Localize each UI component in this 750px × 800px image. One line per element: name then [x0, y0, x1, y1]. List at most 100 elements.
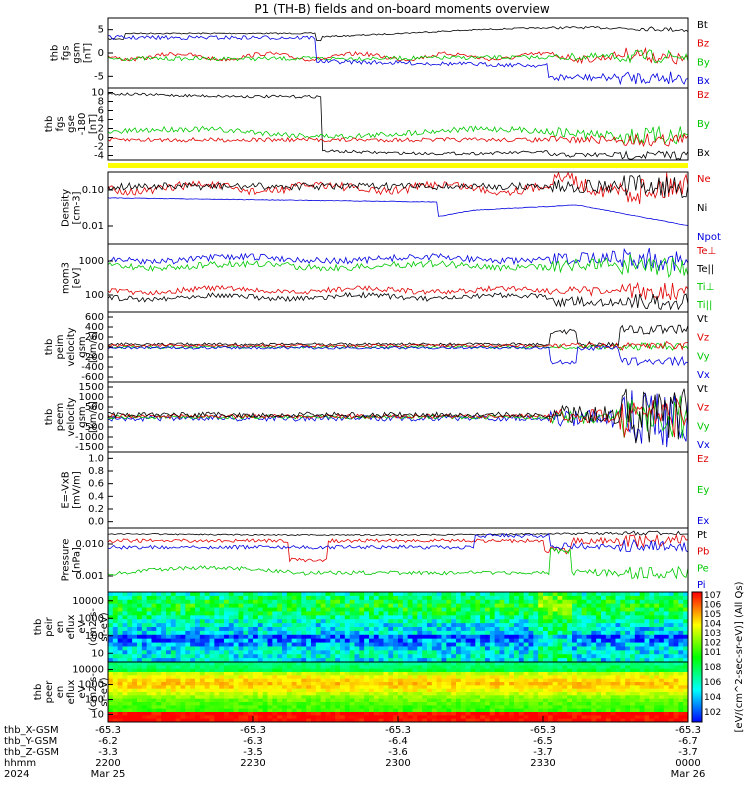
heatmap-cell	[581, 698, 587, 703]
heatmap-cell	[378, 646, 384, 651]
heatmap-cell	[330, 634, 336, 640]
heatmap-cell	[253, 712, 259, 716]
heatmap-cell	[369, 638, 375, 644]
heatmap-cell	[180, 638, 186, 644]
heatmap-cell	[504, 682, 510, 686]
heatmap-cell	[161, 665, 167, 670]
heatmap-cell	[402, 627, 409, 632]
heatmap-cell	[668, 685, 674, 690]
heatmap-cell	[282, 672, 288, 676]
heatmap-cell	[282, 654, 288, 659]
y-axis-label: E=-VxB[mV/m]	[61, 471, 83, 509]
heatmap-cell	[311, 654, 317, 659]
heatmap-cell	[301, 705, 307, 710]
heatmap-cell	[137, 668, 143, 673]
heatmap-cell	[644, 668, 650, 673]
heatmap-cell	[108, 595, 114, 601]
heatmap-cell	[538, 595, 544, 601]
heatmap-cell	[315, 642, 322, 647]
colorbar-cell	[692, 646, 702, 648]
heatmap-cell	[678, 695, 684, 700]
heatmap-cell	[340, 665, 346, 670]
heatmap-cell	[335, 712, 341, 716]
heatmap-cell	[678, 595, 684, 601]
heatmap-cell	[325, 654, 331, 659]
heatmap-cell	[596, 615, 602, 620]
heatmap-cell	[499, 718, 505, 723]
heatmap-cell	[630, 672, 636, 676]
heatmap-cell	[441, 672, 447, 676]
heatmap-cell	[315, 712, 322, 716]
heatmap-cell	[335, 658, 341, 663]
heatmap-cell	[195, 654, 201, 659]
heatmap-cell	[228, 718, 235, 723]
heatmap-cell	[156, 718, 162, 723]
heatmap-cell	[460, 692, 467, 696]
heatmap-cell	[504, 668, 510, 673]
heatmap-cell	[446, 650, 452, 655]
heatmap-cell	[451, 638, 457, 644]
heatmap-cell	[436, 603, 442, 609]
heatmap-cell	[543, 672, 549, 676]
heatmap-cell	[195, 611, 201, 616]
heatmap-cell	[557, 712, 563, 716]
heatmap-cell	[460, 627, 467, 632]
heatmap-cell	[296, 615, 302, 620]
heatmap-cell	[306, 611, 312, 616]
heatmap-cell	[402, 665, 409, 670]
heatmap-cell	[151, 662, 157, 666]
heatmap-cell	[659, 592, 665, 597]
heatmap-cell	[572, 630, 578, 636]
heatmap-cell	[489, 630, 496, 636]
heatmap-cell	[572, 595, 578, 601]
heatmap-cell	[199, 607, 206, 612]
heatmap-cell	[402, 634, 409, 640]
heatmap-cell	[398, 668, 404, 673]
heatmap-cell	[383, 611, 389, 616]
heatmap-cell	[422, 638, 428, 644]
heatmap-cell	[610, 688, 616, 693]
heatmap-cell	[639, 718, 645, 723]
heatmap-cell	[499, 603, 505, 609]
heatmap-cell	[634, 708, 641, 713]
heatmap-cell	[185, 619, 191, 624]
heatmap-cell	[639, 646, 645, 651]
heatmap-cell	[364, 607, 370, 612]
heatmap-cell	[127, 599, 133, 605]
heatmap-cell	[151, 595, 157, 601]
heatmap-cell	[533, 611, 539, 616]
heatmap-cell	[340, 658, 346, 663]
heatmap-cell	[591, 685, 597, 690]
heatmap-cell	[364, 603, 370, 609]
heatmap-cell	[581, 685, 587, 690]
heatmap-cell	[446, 642, 452, 647]
heatmap-cell	[282, 623, 288, 628]
heatmap-cell	[402, 654, 409, 659]
heatmap-cell	[180, 595, 186, 601]
heatmap-cell	[402, 615, 409, 620]
heatmap-cell	[586, 646, 592, 651]
heatmap-cell	[320, 692, 326, 696]
heatmap-cell	[663, 698, 670, 703]
heatmap-cell	[451, 708, 457, 713]
heatmap-cell	[591, 698, 597, 703]
heatmap-cell	[311, 702, 317, 706]
heatmap-cell	[233, 668, 239, 673]
heatmap-cell	[262, 615, 268, 620]
colorbar-cell	[692, 640, 702, 642]
heatmap-cell	[441, 615, 447, 620]
heatmap-cell	[480, 638, 486, 644]
heatmap-cell	[340, 695, 346, 700]
heatmap-cell	[470, 715, 476, 720]
heatmap-cell	[340, 595, 346, 601]
heatmap-cell	[277, 698, 283, 703]
colorbar-cell	[692, 716, 702, 718]
heatmap-cell	[615, 678, 621, 683]
heatmap-cell	[417, 650, 423, 655]
heatmap-cell	[369, 685, 375, 690]
heatmap-cell	[538, 642, 544, 647]
heatmap-cell	[301, 650, 307, 655]
heatmap-cell	[233, 695, 239, 700]
heatmap-cell	[330, 611, 336, 616]
heatmap-cell	[489, 642, 496, 647]
